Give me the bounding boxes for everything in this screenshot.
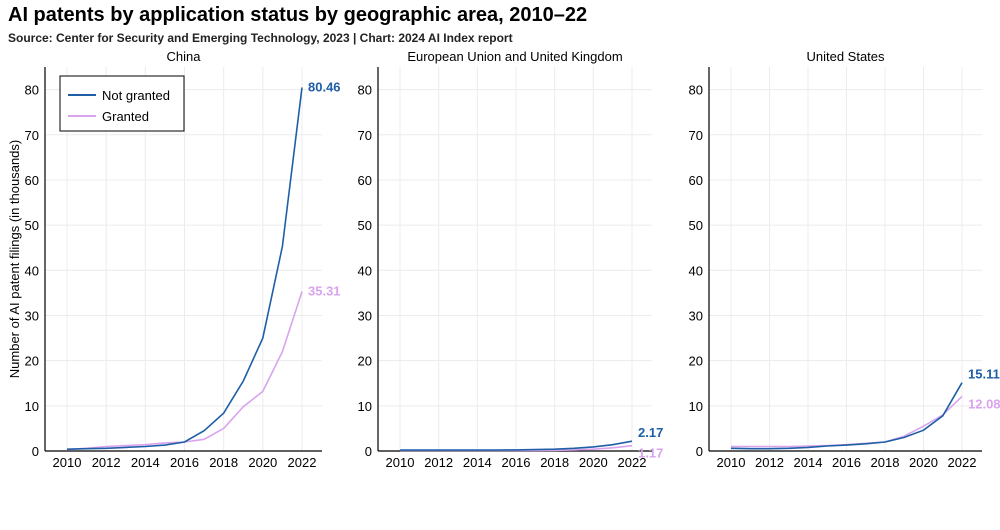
legend: Not granted Granted: [59, 75, 185, 132]
y-tick-label: 80: [25, 83, 39, 98]
x-tick-label: 2016: [502, 455, 531, 470]
series-line-not-granted: [400, 440, 633, 451]
y-tick-label: 60: [358, 173, 372, 188]
end-label-granted: 12.08: [968, 396, 1000, 411]
y-tick-label: 50: [25, 218, 39, 233]
y-tick-label: 40: [25, 263, 39, 278]
y-tick-label: 0: [365, 444, 372, 459]
x-tick-label: 2010: [717, 455, 746, 470]
x-tick-label: 2018: [540, 455, 569, 470]
y-tick-label: 50: [358, 218, 372, 233]
end-label-not-granted: 15.11: [968, 367, 1000, 382]
x-tick-label: 2020: [248, 455, 277, 470]
x-tick-label: 2014: [794, 455, 823, 470]
end-label-granted: 1.17: [638, 446, 663, 461]
x-tick-label: 2018: [871, 455, 900, 470]
y-tick-label: 30: [358, 308, 372, 323]
y-tick-label: 80: [358, 83, 372, 98]
y-tick-label: 20: [358, 354, 372, 369]
y-tick-label: 30: [689, 308, 703, 323]
legend-entry: Granted: [102, 109, 149, 124]
x-tick-label: 2010: [386, 455, 415, 470]
end-label-not-granted: 80.46: [308, 80, 341, 95]
x-tick-label: 2012: [755, 455, 784, 470]
panel-1: China 0 10 20 30 40 50 60 70 80 2010 2012 2014 2016 20…: [25, 49, 341, 470]
x-tick-label: 2020: [579, 455, 608, 470]
x-tick-label: 2014: [131, 455, 160, 470]
end-label-not-granted: 2.17: [638, 425, 663, 440]
panel-title: United States: [806, 49, 885, 64]
series-line-not-granted: [66, 87, 303, 450]
y-tick-label: 70: [358, 128, 372, 143]
y-tick-label: 80: [689, 83, 703, 98]
y-tick-label: 10: [689, 399, 703, 414]
y-tick-label: 40: [689, 263, 703, 278]
x-tick-label: 2014: [463, 455, 492, 470]
x-tick-label: 2020: [909, 455, 938, 470]
legend-entry: Not granted: [102, 88, 170, 103]
panel-2: European Union and United Kingdom 0 10 20 30…: [358, 49, 664, 470]
y-tick-label: 70: [25, 128, 39, 143]
x-tick-label: 2016: [832, 455, 861, 470]
x-tick-label: 2018: [209, 455, 238, 470]
end-label-granted: 35.31: [308, 283, 341, 298]
y-axis-label: Number of AI patent filings (in thousand…: [7, 140, 22, 378]
y-tick-label: 60: [25, 173, 39, 188]
y-tick-label: 30: [25, 308, 39, 323]
y-tick-label: 20: [689, 354, 703, 369]
y-tick-label: 40: [358, 263, 372, 278]
y-tick-label: 0: [32, 444, 39, 459]
panel-title: European Union and United Kingdom: [407, 49, 622, 64]
y-tick-label: 50: [689, 218, 703, 233]
y-tick-label: 70: [689, 128, 703, 143]
x-tick-label: 2012: [92, 455, 121, 470]
page-subtitle: Source: Center for Security and Emerging…: [8, 31, 513, 45]
page-title: AI patents by application status by geog…: [8, 4, 588, 26]
legend-box: [59, 75, 185, 132]
series-line-not-granted: [730, 382, 963, 450]
x-tick-label: 2022: [288, 455, 317, 470]
y-tick-label: 10: [25, 399, 39, 414]
x-tick-label: 2022: [618, 455, 647, 470]
panel-3: United States 0 10 20 30 40 50 60 70 80 2010 2012 20…: [689, 49, 1000, 470]
y-tick-label: 10: [358, 399, 372, 414]
y-tick-label: 60: [689, 173, 703, 188]
y-tick-label: 20: [25, 354, 39, 369]
x-tick-label: 2022: [948, 455, 977, 470]
y-tick-label: 0: [696, 444, 703, 459]
x-tick-label: 2010: [53, 455, 82, 470]
x-tick-label: 2012: [424, 455, 453, 470]
x-tick-label: 2016: [170, 455, 199, 470]
panel-title: China: [167, 49, 202, 64]
